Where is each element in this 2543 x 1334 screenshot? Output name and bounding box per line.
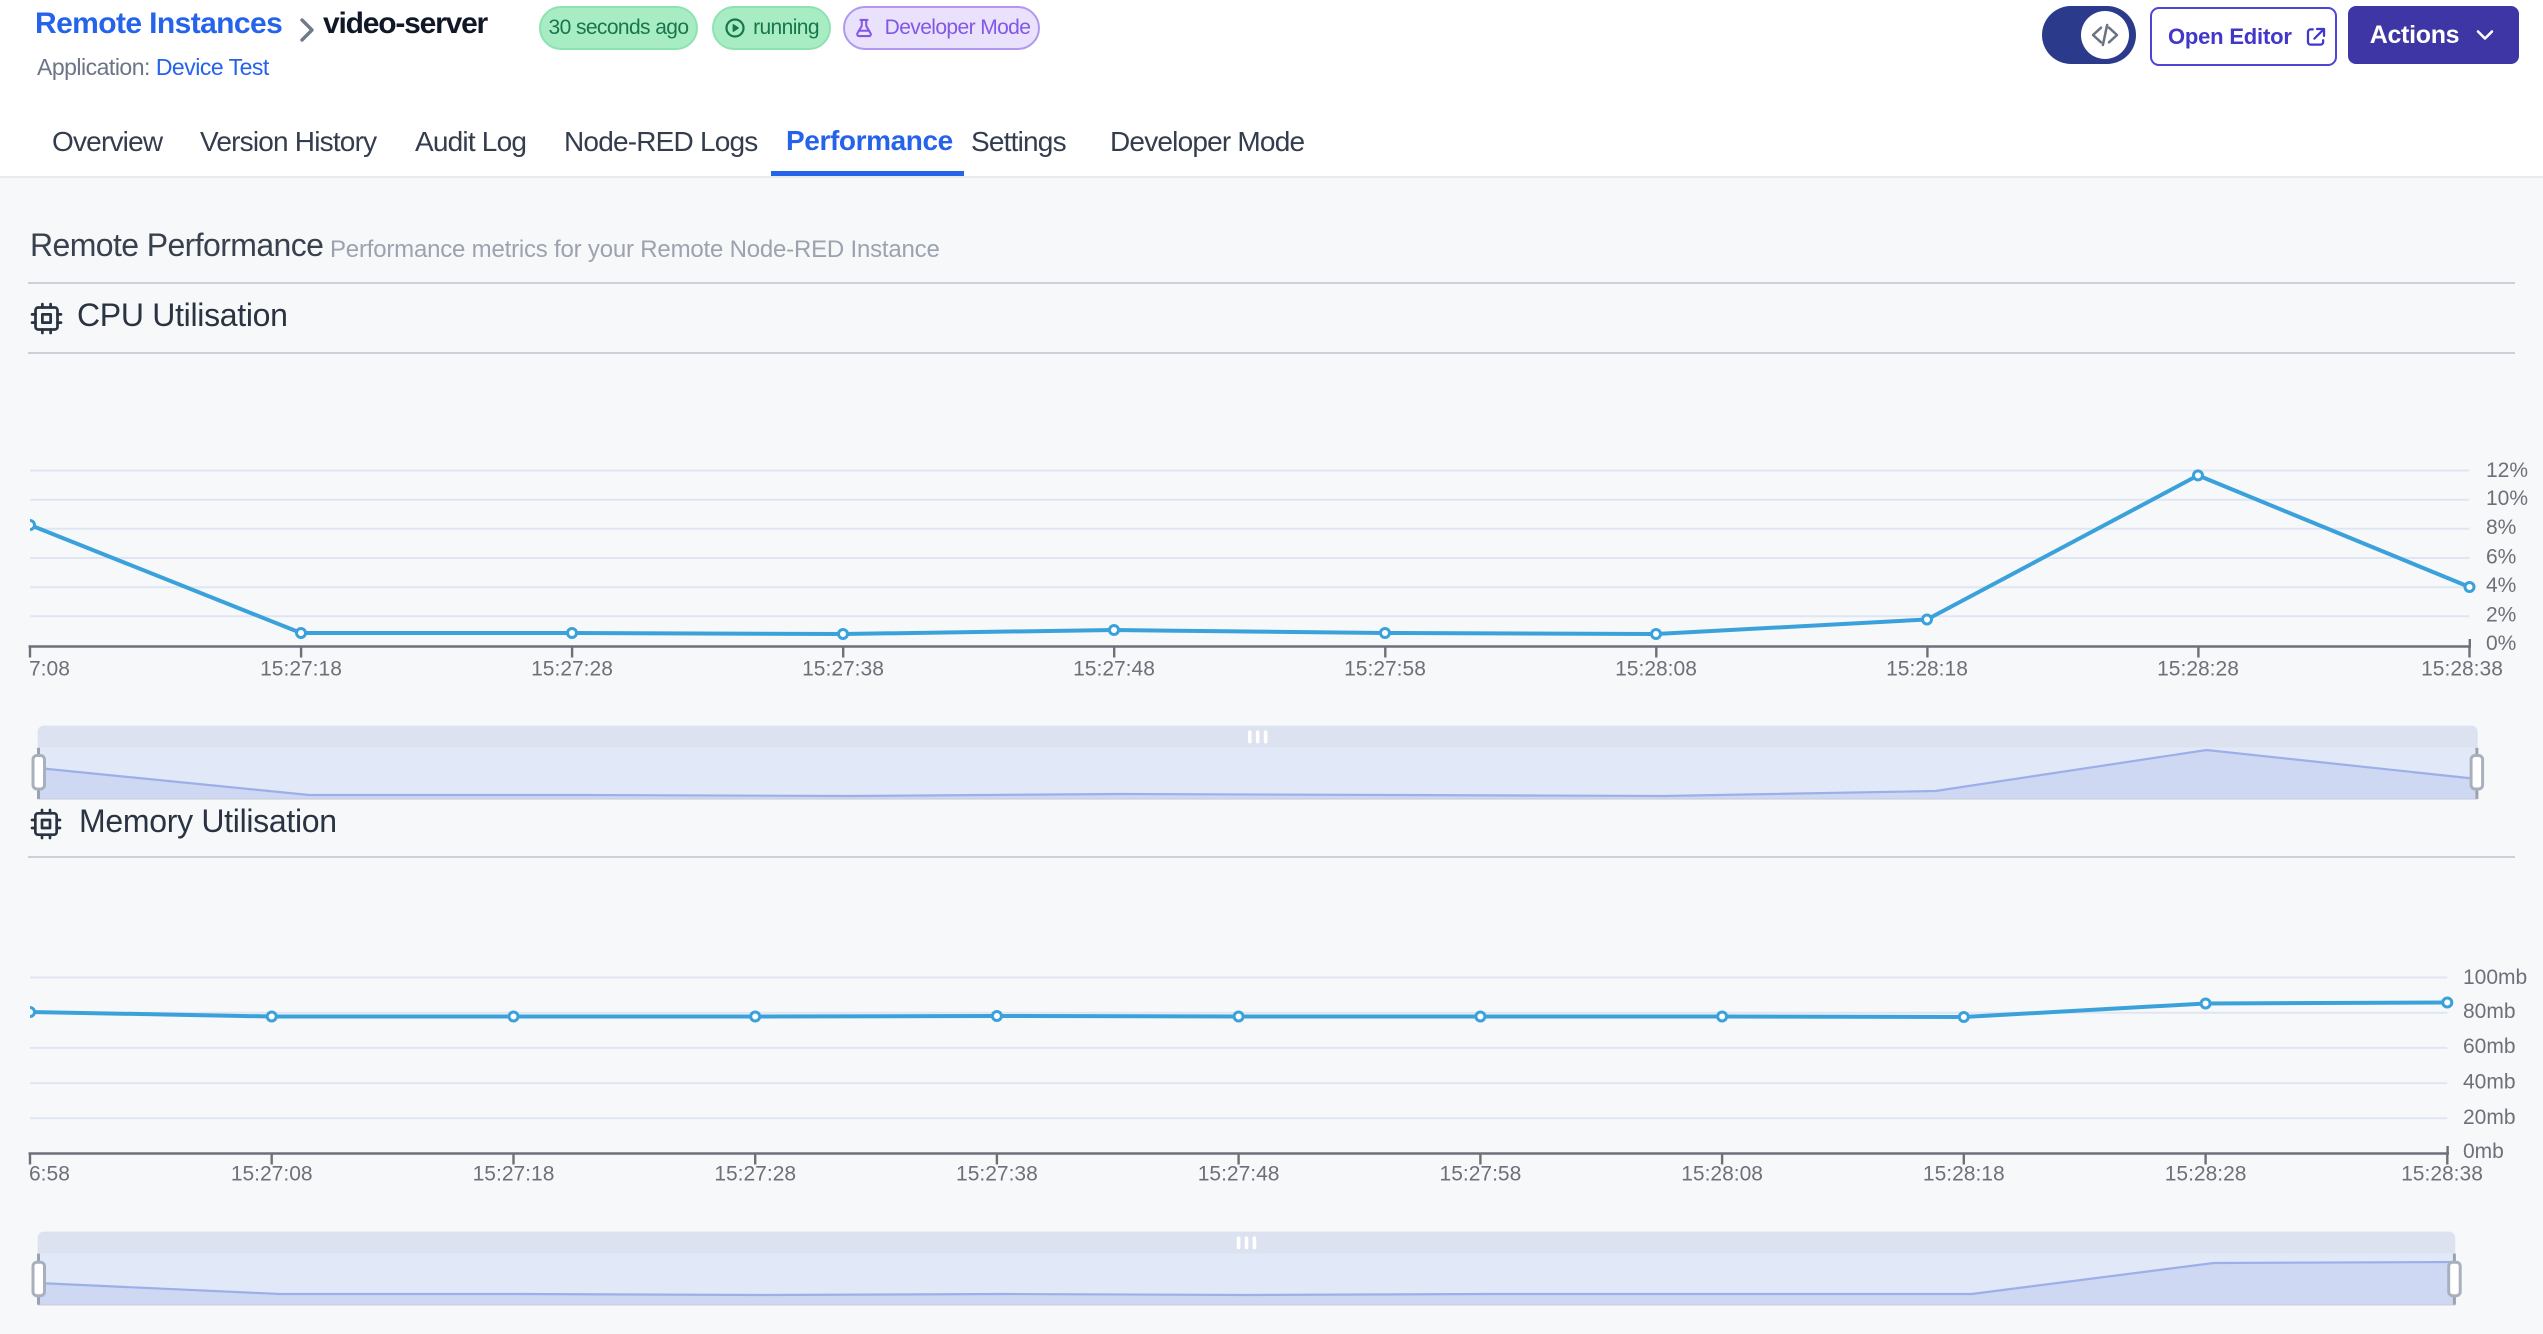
svg-text:15:28:18: 15:28:18 — [1886, 658, 1968, 681]
svg-text:6:58: 6:58 — [29, 1163, 70, 1186]
svg-text:100mb: 100mb — [2463, 966, 2527, 989]
svg-text:10%: 10% — [2486, 487, 2528, 510]
svg-text:15:28:28: 15:28:28 — [2165, 1163, 2247, 1186]
svg-text:7:08: 7:08 — [29, 658, 70, 681]
svg-text:15:27:58: 15:27:58 — [1344, 658, 1426, 681]
svg-text:2%: 2% — [2486, 604, 2516, 627]
svg-text:15:28:08: 15:28:08 — [1681, 1163, 1763, 1186]
svg-text:15:27:28: 15:27:28 — [531, 658, 613, 681]
svg-text:40mb: 40mb — [2463, 1071, 2516, 1094]
svg-text:12%: 12% — [2486, 459, 2528, 482]
svg-text:15:27:38: 15:27:38 — [956, 1163, 1038, 1186]
svg-text:0%: 0% — [2486, 632, 2516, 655]
svg-text:6%: 6% — [2486, 546, 2516, 569]
svg-text:80mb: 80mb — [2463, 1000, 2516, 1023]
svg-text:15:27:28: 15:27:28 — [714, 1163, 796, 1186]
svg-text:0mb: 0mb — [2463, 1140, 2504, 1163]
svg-text:15:27:48: 15:27:48 — [1073, 658, 1155, 681]
svg-text:4%: 4% — [2486, 574, 2516, 597]
svg-text:15:27:58: 15:27:58 — [1440, 1163, 1522, 1186]
svg-text:15:27:08: 15:27:08 — [231, 1163, 313, 1186]
svg-text:20mb: 20mb — [2463, 1106, 2516, 1129]
svg-text:15:27:18: 15:27:18 — [260, 658, 342, 681]
svg-text:15:27:48: 15:27:48 — [1198, 1163, 1280, 1186]
svg-text:15:28:38: 15:28:38 — [2421, 658, 2503, 681]
svg-text:15:28:08: 15:28:08 — [1615, 658, 1697, 681]
svg-text:15:27:18: 15:27:18 — [473, 1163, 555, 1186]
svg-text:60mb: 60mb — [2463, 1035, 2516, 1058]
svg-text:15:28:18: 15:28:18 — [1923, 1163, 2005, 1186]
svg-text:8%: 8% — [2486, 516, 2516, 539]
svg-text:15:27:38: 15:27:38 — [802, 658, 884, 681]
svg-text:15:28:28: 15:28:28 — [2157, 658, 2239, 681]
svg-text:15:28:38: 15:28:38 — [2401, 1163, 2483, 1186]
